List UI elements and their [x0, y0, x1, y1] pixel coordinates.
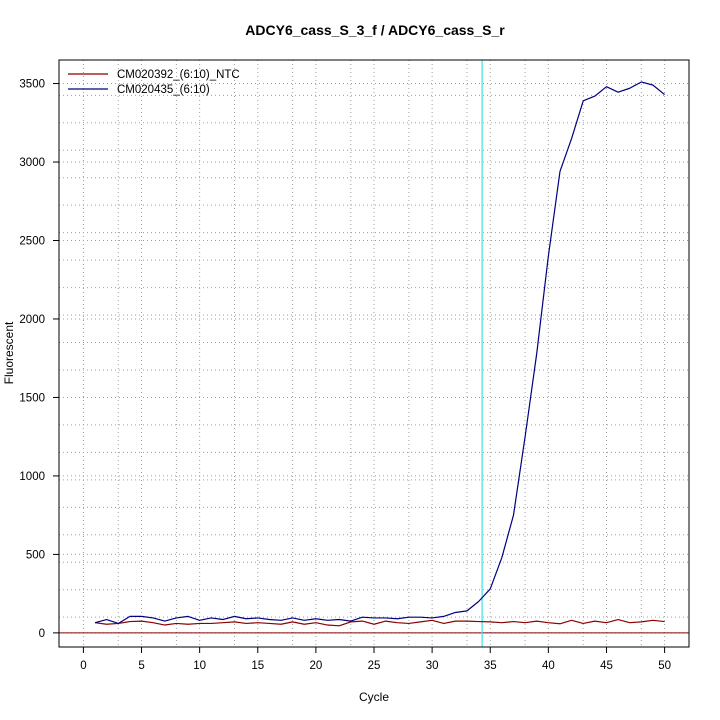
- x-tick-label: 5: [138, 660, 144, 672]
- x-tick-label: 45: [600, 660, 613, 672]
- x-axis-label: Cycle: [359, 690, 389, 704]
- y-tick-label: 3000: [19, 157, 45, 169]
- x-tick-label: 20: [309, 660, 322, 672]
- x-tick-label: 0: [80, 660, 86, 672]
- series-group: [94, 81, 665, 627]
- x-tick-label: 40: [542, 660, 555, 672]
- legend-label: CM020435_(6:10): [117, 84, 210, 96]
- series-line-1: [94, 618, 665, 627]
- y-tick-label: 500: [26, 549, 45, 561]
- legend-label: CM020392_(6:10)_NTC: [117, 69, 240, 81]
- x-tick-label: 50: [658, 660, 671, 672]
- legend-item-2: CM020435_(6:10): [68, 84, 210, 96]
- y-tick-label: 3500: [19, 79, 45, 91]
- legend: CM020392_(6:10)_NTC CM020435_(6:10): [68, 69, 240, 96]
- x-axis: 0 5 10 15 20 25 30 35 40 45 50: [80, 647, 671, 672]
- x-tick-label: 10: [193, 660, 206, 672]
- y-tick-label: 0: [39, 628, 45, 640]
- y-axis: 0 500 1000 1500 2000 2500 3000 3500: [19, 79, 59, 640]
- series-line-2: [94, 81, 665, 625]
- x-tick-label: 35: [484, 660, 497, 672]
- x-tick-label: 25: [368, 660, 381, 672]
- reference-lines: [59, 60, 689, 647]
- chart-title: ADCY6_cass_S_3_f / ADCY6_cass_S_r: [245, 22, 505, 38]
- y-tick-label: 1000: [19, 471, 45, 483]
- legend-item-1: CM020392_(6:10)_NTC: [68, 69, 240, 81]
- x-tick-label: 15: [251, 660, 264, 672]
- y-axis-label: Fluorescent: [2, 321, 16, 384]
- grid: [59, 60, 689, 647]
- y-tick-label: 2500: [19, 235, 45, 247]
- x-tick-label: 30: [426, 660, 439, 672]
- y-tick-label: 1500: [19, 392, 45, 404]
- y-tick-label: 2000: [19, 314, 45, 326]
